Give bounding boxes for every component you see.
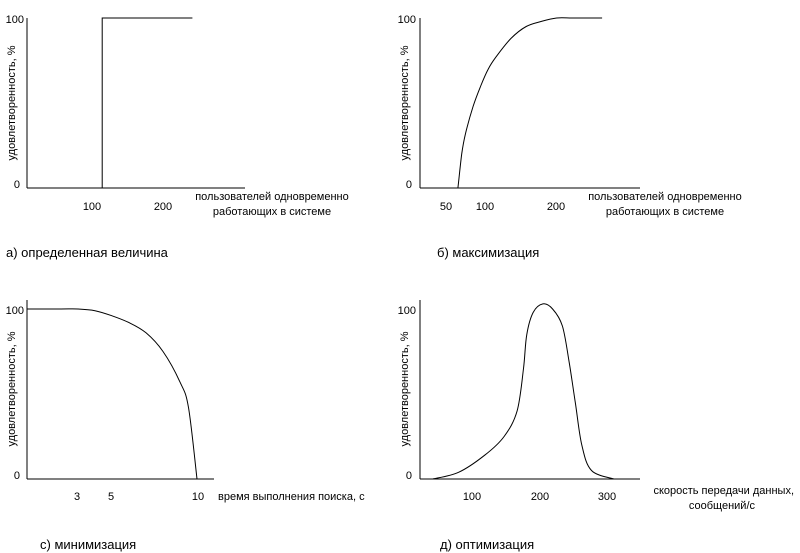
x-tick-200: 200 xyxy=(531,491,549,503)
y-tick-0: 0 xyxy=(14,470,20,482)
y-tick-100: 100 xyxy=(398,305,416,317)
x-axis-label-line1: время выполнения поиска, с xyxy=(218,491,365,503)
x-axis-label-line2: работающих в системе xyxy=(606,206,724,218)
x-tick-3: 3 xyxy=(74,491,80,503)
x-tick-50: 50 xyxy=(440,201,452,213)
y-tick-0: 0 xyxy=(14,179,20,191)
x-axis-label-line2: сообщений/с xyxy=(689,500,756,512)
x-tick-200: 200 xyxy=(547,201,565,213)
x-axis-label-line2: работающих в системе xyxy=(213,206,331,218)
y-tick-0: 0 xyxy=(406,470,412,482)
y-axis-label: удовлетворенность, % xyxy=(399,331,411,446)
x-tick-10: 10 xyxy=(192,491,204,503)
x-axis-label-line1: пользователей одновременно xyxy=(588,191,742,203)
panel-caption: б) максимизация xyxy=(437,245,539,260)
y-axis-label: удовлетворенность, % xyxy=(6,45,18,160)
x-axis-label-line1: скорость передачи данных, xyxy=(653,485,794,497)
panel-d: удовлетворенность, % 100 0 100 200 300 с… xyxy=(398,300,794,552)
series-line xyxy=(27,308,198,480)
panel-a: удовлетворенность, % 100 0 100 200 польз… xyxy=(6,14,349,260)
y-axis-label: удовлетворенность, % xyxy=(6,331,18,446)
panel-caption: д) оптимизация xyxy=(440,537,534,552)
x-tick-5: 5 xyxy=(108,491,114,503)
series-line xyxy=(457,17,603,189)
x-tick-100: 100 xyxy=(83,201,101,213)
y-tick-100: 100 xyxy=(6,305,24,317)
series-line xyxy=(432,303,615,480)
x-tick-100: 100 xyxy=(463,491,481,503)
y-tick-100: 100 xyxy=(6,14,24,26)
panel-caption: а) определенная величина xyxy=(6,245,169,260)
y-axis-label: удовлетворенность, % xyxy=(399,45,411,160)
y-tick-0: 0 xyxy=(406,179,412,191)
x-tick-100: 100 xyxy=(476,201,494,213)
panel-c: удовлетворенность, % 100 0 3 5 10 время … xyxy=(6,300,365,552)
x-tick-200: 200 xyxy=(154,201,172,213)
panel-caption: с) минимизация xyxy=(40,537,136,552)
panel-b: удовлетворенность, % 100 0 50 100 200 по… xyxy=(398,14,742,260)
y-tick-100: 100 xyxy=(398,14,416,26)
x-axis-label-line1: пользователей одновременно xyxy=(195,191,349,203)
series-line xyxy=(101,17,193,188)
x-tick-300: 300 xyxy=(598,491,616,503)
